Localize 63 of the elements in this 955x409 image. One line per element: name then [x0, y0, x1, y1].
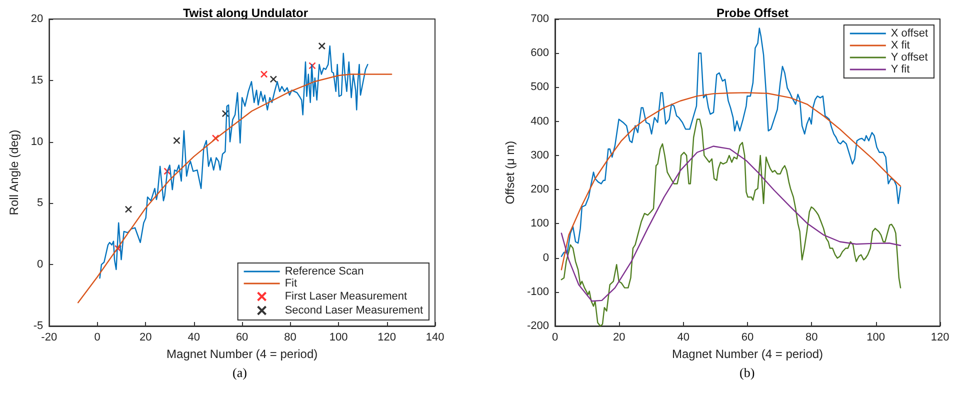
legend-label: First Laser Measurement — [284, 290, 408, 302]
x-tick-label: 140 — [426, 332, 444, 344]
point — [114, 244, 122, 252]
y-tick-label: -5 — [33, 320, 44, 332]
y-axis-title: Roll Angle (deg) — [7, 130, 21, 216]
y-tick-label: 700 — [530, 13, 549, 25]
y-tick-label: 0 — [542, 252, 549, 264]
y-tick-label: -200 — [526, 320, 549, 332]
point — [173, 136, 180, 144]
x-tick-label: 120 — [930, 332, 950, 344]
point — [260, 70, 268, 78]
y-tick-label: 0 — [37, 258, 44, 271]
legend-label: Second Laser Measurement — [284, 304, 423, 316]
y-tick-label: 400 — [530, 115, 549, 128]
x-axis-title: Magnet Number (4 = period) — [166, 347, 318, 361]
y-tick-label: 200 — [530, 184, 549, 196]
line-series — [560, 118, 902, 327]
text: (a) — [232, 365, 247, 380]
point — [222, 110, 230, 118]
point — [270, 76, 278, 83]
x-tick-label: 40 — [677, 332, 690, 344]
point — [308, 62, 316, 70]
x-tick-label: 40 — [188, 332, 200, 344]
chart-title: Twist along Undulator — [182, 6, 308, 20]
point — [318, 42, 326, 50]
y-tick-label: 15 — [30, 74, 44, 86]
y-tick-label: 500 — [530, 81, 549, 94]
legend-label: Fit — [284, 278, 298, 290]
x-tick-label: 60 — [741, 332, 754, 344]
x-tick-label: -20 — [41, 332, 58, 344]
y-tick-label: 5 — [37, 197, 44, 210]
x-tick-label: 0 — [552, 332, 558, 344]
y-tick-label: 100 — [530, 218, 549, 230]
x-tick-label: 80 — [806, 332, 818, 344]
y-axis-title: Offset (μ m) — [503, 140, 518, 204]
legend-label: X offset — [890, 28, 928, 40]
y-tick-label: 10 — [30, 136, 44, 148]
x-axis-title: Magnet Number (4 = period) — [672, 347, 824, 361]
legend-label: Reference Scan — [284, 266, 364, 278]
x-tick-label: 100 — [866, 332, 886, 344]
y-tick-label: -100 — [526, 286, 549, 298]
x-tick-label: 0 — [94, 332, 100, 344]
x-tick-label: 100 — [329, 332, 348, 344]
x-tick-label: 80 — [284, 332, 296, 344]
y-tick-label: 20 — [30, 13, 44, 25]
legend-label: Y offset — [890, 52, 928, 64]
x-tick-label: 60 — [236, 332, 248, 344]
line-series — [560, 28, 902, 258]
x-tick-label: 120 — [378, 332, 396, 344]
line-series — [99, 45, 368, 279]
x-tick-label: 20 — [139, 332, 152, 344]
point — [164, 168, 171, 175]
line-series — [560, 92, 902, 270]
y-tick-label: 300 — [530, 149, 549, 162]
chart-title: Probe Offset — [716, 6, 789, 20]
text: (b) — [740, 365, 755, 380]
x-tick-label: 20 — [613, 332, 626, 344]
point — [212, 134, 220, 142]
point — [124, 206, 132, 213]
line-series — [560, 146, 902, 302]
legend-label: X fit — [890, 40, 910, 52]
y-tick-label: 600 — [530, 47, 549, 60]
legend-label: Y fit — [890, 64, 910, 76]
